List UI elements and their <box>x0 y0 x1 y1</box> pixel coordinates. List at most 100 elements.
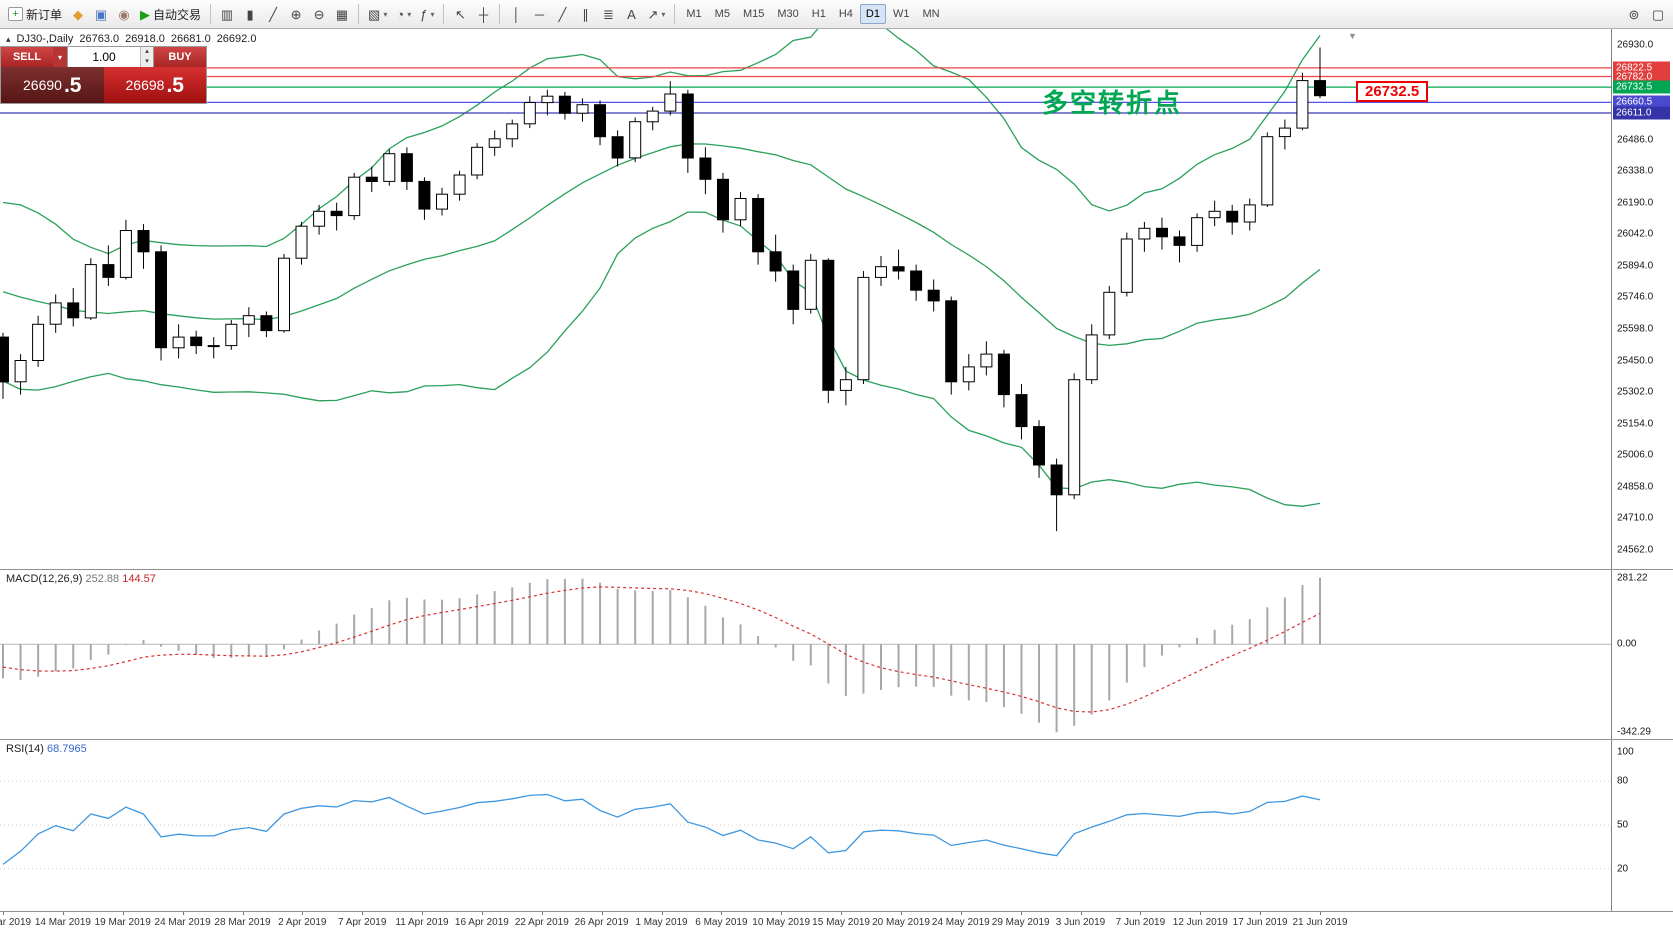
autotrading-icon: ▶ <box>140 6 151 22</box>
chart-screenshot-button[interactable]: ◆ <box>67 3 89 25</box>
timeframe-button-w1[interactable]: W1 <box>892 8 910 20</box>
timeframe-button-d1[interactable]: D1 <box>859 4 886 24</box>
buy-button[interactable]: BUY <box>154 47 206 67</box>
price-axis-label: 25894.0 <box>1617 260 1654 272</box>
buy-price-fraction: .5 <box>166 73 184 97</box>
collapse-trade-panel-icon[interactable]: ▴ <box>6 33 11 44</box>
macd-chart[interactable] <box>0 570 1611 739</box>
date-label: 3 Jun 2019 <box>1055 917 1106 928</box>
macd-axis-label: -342.29 <box>1617 726 1651 738</box>
date-label: 22 Apr 2019 <box>514 917 569 928</box>
price-level-badge: 26611.0 <box>1613 106 1670 120</box>
price-chart[interactable] <box>0 29 1611 569</box>
price-axis-label: 24858.0 <box>1617 481 1654 493</box>
search-icon: ⊚ <box>1628 6 1640 22</box>
indicators-button[interactable]: ƒ ▾ <box>416 3 438 25</box>
buy-price-main: 26698 <box>125 77 165 93</box>
timeframe-button-m30[interactable]: M30 <box>777 8 799 20</box>
fibonacci-button[interactable]: ≣ <box>597 3 619 25</box>
alerts-button[interactable]: ◉ <box>113 3 135 25</box>
candlestick-chart-icon: ▮ <box>246 6 254 22</box>
new-order-button-label: 新订单 <box>26 7 63 22</box>
profiles-icon: ◔ <box>396 6 405 22</box>
bar-chart-button[interactable]: ▥ <box>216 3 238 25</box>
date-tick <box>242 912 244 915</box>
main-chart-panel: ▴ DJ30-,Daily 26763.0 26918.0 26681.0 26… <box>0 29 1673 569</box>
volume-decrease-button[interactable]: ▾ <box>141 57 153 67</box>
new-chart-icon: ▧ <box>368 6 381 22</box>
data-window-icon: ▢ <box>1651 6 1665 22</box>
chart-screenshot-icon: ◆ <box>73 6 84 22</box>
alerts-icon: ◉ <box>118 6 130 22</box>
date-tick <box>3 912 4 915</box>
vertical-line-button[interactable]: │ <box>505 3 527 25</box>
date-tick <box>1140 912 1142 915</box>
chart-ohlc-header: ▴ DJ30-,Daily 26763.0 26918.0 26681.0 26… <box>6 33 256 45</box>
date-tick <box>1260 912 1262 915</box>
ohlc-high-value: 26918.0 <box>125 33 165 45</box>
date-label: 1 May 2019 <box>635 917 688 928</box>
price-axis-label: 26486.0 <box>1617 134 1654 146</box>
volume-input[interactable] <box>68 47 140 67</box>
market-watch-button[interactable]: ▣ <box>90 3 112 25</box>
autotrading-button[interactable]: ▶ 自动交易 <box>136 3 205 25</box>
date-label: 19 Mar 2019 <box>94 917 151 928</box>
text-label-button[interactable]: A <box>620 3 642 25</box>
search-button[interactable]: ⊚ <box>1623 3 1645 25</box>
toolbar-right-group: ⊚ ▢ <box>1623 3 1669 25</box>
date-tick <box>960 912 962 915</box>
trendline-button[interactable]: ╱ <box>551 3 573 25</box>
volume-increase-button[interactable]: ▴ <box>141 47 153 57</box>
timeframe-button-h1[interactable]: H1 <box>811 8 826 20</box>
rsi-chart[interactable] <box>0 740 1611 911</box>
ohlc-low-value: 26681.0 <box>170 33 211 45</box>
profiles-button[interactable]: ◔ ▾ <box>392 3 415 25</box>
cursor-button[interactable]: ↖ <box>449 3 471 25</box>
data-window-button[interactable]: ▢ <box>1647 3 1669 25</box>
macd-value-signal: 144.57 <box>122 573 156 585</box>
buy-price-button[interactable]: 26698.5 <box>103 67 206 103</box>
date-label: 14 Mar 2019 <box>34 917 91 928</box>
date-tick <box>781 912 783 915</box>
new-order-button[interactable]: + 新订单 <box>4 3 66 25</box>
timeframe-button-m5[interactable]: M5 <box>714 8 730 20</box>
rsi-axis[interactable]: 100 80 50 20 <box>1611 740 1673 911</box>
toolbar-separator <box>674 4 676 24</box>
price-axis[interactable]: 26930.026782.026634.026486.026338.026190… <box>1611 29 1673 569</box>
timeframe-button-m15[interactable]: M15 <box>742 8 765 20</box>
dropdown-arrow-icon: ▾ <box>430 9 435 19</box>
date-tick <box>122 912 124 915</box>
volume-stepper: ▴ ▾ <box>140 47 153 67</box>
date-label: 20 May 2019 <box>872 917 930 928</box>
tile-windows-button[interactable]: ▦ <box>331 3 353 25</box>
indicators-icon: ƒ <box>420 6 428 22</box>
date-label: 15 May 2019 <box>812 917 871 928</box>
price-axis-label: 26338.0 <box>1617 165 1654 177</box>
market-watch-icon: ▣ <box>94 6 108 22</box>
macd-label: MACD(12,26,9) 252.88 144.57 <box>6 573 156 585</box>
one-click-trading-widget: SELL ▾ ▴ ▾ BUY 26690.5 26698.5 <box>0 46 207 104</box>
macd-axis[interactable]: 281.22 0.00 -342.29 <box>1611 570 1673 739</box>
sell-button[interactable]: SELL <box>1 47 53 67</box>
cursor-icon: ↖ <box>455 6 466 22</box>
timeframe-button-h4[interactable]: H4 <box>838 8 853 20</box>
new-chart-button[interactable]: ▧ ▾ <box>364 3 391 25</box>
zoom-in-button[interactable]: ⊕ <box>285 3 307 25</box>
sell-price-button[interactable]: 26690.5 <box>1 67 104 103</box>
line-chart-button[interactable]: ╱ <box>262 3 284 25</box>
dropdown-arrow-icon: ▾ <box>661 9 666 19</box>
date-tick <box>1080 912 1082 915</box>
crosshair-button[interactable]: ┼ <box>472 3 494 25</box>
zoom-out-button[interactable]: ⊖ <box>308 3 330 25</box>
horizontal-line-button[interactable]: ─ <box>528 3 550 25</box>
arrow-objects-button[interactable]: ↗ ▾ <box>643 3 669 25</box>
timeframe-button-mn[interactable]: MN <box>922 8 940 20</box>
chart-shift-marker[interactable]: ▼ <box>1348 31 1357 41</box>
candlestick-chart-button[interactable]: ▮ <box>239 3 261 25</box>
equidistant-channel-button[interactable]: ∥ <box>574 3 596 25</box>
timeframe-button-m1[interactable]: M1 <box>686 8 702 20</box>
text-label-icon: A <box>627 6 636 22</box>
trade-options-dropdown[interactable]: ▾ <box>53 47 67 67</box>
